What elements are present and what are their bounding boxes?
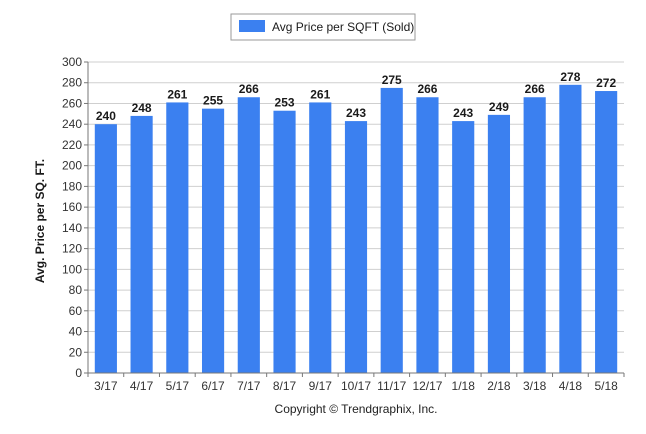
axes	[87, 62, 624, 374]
bar-3-18	[523, 97, 546, 373]
x-tick-label: 5/17	[166, 379, 190, 393]
legend-swatch	[239, 20, 265, 32]
legend-label: Avg Price per SQFT (Sold)	[272, 20, 414, 34]
data-label: 240	[96, 109, 116, 123]
y-tick-label: 160	[62, 200, 82, 214]
data-label: 243	[453, 106, 473, 120]
x-tick-label: 11/17	[377, 379, 406, 393]
bar-4-17	[130, 115, 153, 373]
data-label: 266	[239, 82, 259, 96]
y-tick-label: 40	[69, 325, 83, 339]
data-label: 266	[417, 82, 437, 96]
x-axis-ticks: 3/17 4/17 5/17 6/17 7/17 8/17 9/17 10/17 11/17 12…	[87, 373, 625, 393]
bar-2-18	[487, 114, 511, 374]
data-label: 255	[203, 94, 223, 108]
y-tick-label: 120	[62, 242, 82, 256]
data-label: 266	[525, 82, 545, 96]
bar-4-18	[559, 84, 582, 373]
bar-7-17	[237, 97, 260, 373]
data-label: 243	[346, 106, 366, 120]
data-label: 248	[132, 101, 152, 115]
y-tick-label: 240	[62, 117, 82, 131]
y-axis-ticks: 0 20 40 60 80 100 120 140 160 180 200 220 240 260 280 3…	[62, 55, 88, 380]
y-tick-label: 260	[62, 96, 82, 110]
bars	[94, 84, 618, 374]
x-tick-label: 2/18	[487, 379, 511, 393]
x-tick-label: 4/17	[130, 379, 154, 393]
bar-5-17	[166, 102, 189, 374]
bar-3-17	[94, 124, 117, 373]
y-tick-label: 180	[62, 179, 82, 193]
bar-12-17	[416, 97, 439, 373]
data-label: 249	[489, 100, 509, 114]
data-label: 278	[560, 70, 580, 84]
x-tick-label: 12/17	[412, 379, 442, 393]
legend: Avg Price per SQFT (Sold)	[230, 13, 416, 41]
y-tick-label: 0	[75, 366, 82, 380]
data-label: 253	[275, 96, 295, 110]
data-label: 261	[167, 87, 187, 101]
y-tick-label: 100	[62, 262, 82, 276]
bar-5-18	[595, 91, 618, 373]
bar-1-18	[452, 121, 475, 373]
x-tick-label: 1/18	[452, 379, 476, 393]
bar-8-17	[273, 110, 296, 374]
bar-6-17	[201, 108, 225, 374]
y-tick-label: 200	[62, 159, 82, 173]
y-tick-label: 280	[62, 76, 82, 90]
y-axis-title: Avg. Price per SQ. FT.	[33, 159, 47, 283]
x-tick-label: 3/18	[523, 379, 547, 393]
y-tick-label: 60	[69, 304, 83, 318]
y-tick-label: 220	[62, 138, 82, 152]
y-tick-label: 80	[69, 283, 83, 297]
data-label: 275	[382, 73, 402, 87]
x-tick-label: 10/17	[341, 379, 371, 393]
x-tick-label: 5/18	[594, 379, 618, 393]
bar-9-17	[309, 102, 332, 374]
y-tick-label: 20	[69, 345, 83, 359]
data-label: 261	[310, 87, 330, 101]
y-tick-label: 300	[62, 55, 82, 69]
data-labels: 240 248 261 255 266 253 261 243 275 266 243 249 266 2…	[96, 70, 617, 123]
bar-10-17	[344, 121, 368, 373]
y-tick-label: 140	[62, 221, 82, 235]
bar-11-17	[380, 87, 403, 374]
x-tick-label: 6/17	[201, 379, 225, 393]
x-tick-label: 3/17	[94, 379, 118, 393]
x-tick-label: 7/17	[237, 379, 261, 393]
x-tick-label: 4/18	[559, 379, 583, 393]
copyright-text: Copyright © Trendgraphix, Inc.	[275, 402, 438, 416]
x-tick-label: 9/17	[309, 379, 333, 393]
x-tick-label: 8/17	[273, 379, 297, 393]
data-label: 272	[596, 76, 616, 90]
